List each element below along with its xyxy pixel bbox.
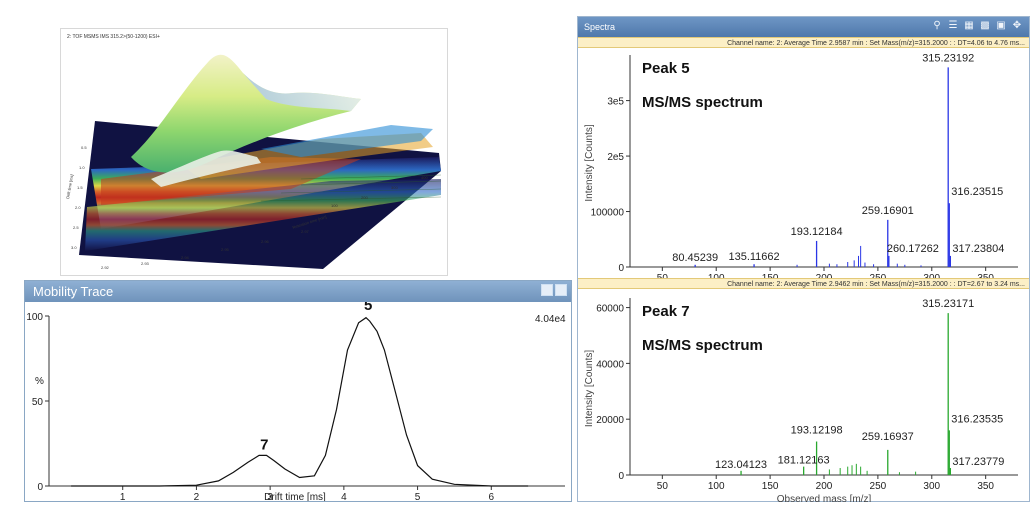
svg-text:2.92: 2.92	[101, 265, 110, 270]
x-tick-label: 300	[923, 481, 940, 492]
y-axis-title: Intensity [Counts]	[584, 350, 595, 427]
peak-label: 259.16901	[862, 205, 914, 217]
peak-label: 80.45239	[672, 252, 718, 264]
x-tick-label: 5	[415, 492, 421, 501]
peak-label: 315.23171	[922, 298, 974, 310]
spectra-window: Spectra ⚲ ☰ ▦ ▩ ▣ ✥ Channel name: 2: Ave…	[577, 16, 1030, 505]
x-tick-label: 150	[762, 481, 779, 492]
x-tick-label: 1	[120, 492, 126, 501]
svg-text:300: 300	[391, 185, 398, 190]
mobility-trace-chart: 1 2 3 4 5 6 0 50 100 % 4.04e4 5 7 Drift time [ms…	[26, 297, 566, 503]
peak-label: 315.23192	[922, 52, 974, 64]
restore-icon[interactable]	[555, 284, 567, 296]
x-tick-label: 50	[657, 481, 669, 492]
y-tick-label: 3e5	[607, 97, 624, 108]
list-icon[interactable]: ☰	[948, 20, 958, 31]
x-axis-title: Drift time [ms]	[264, 492, 326, 501]
svg-text:2.97: 2.97	[301, 229, 310, 234]
y-tick-label: 20000	[596, 415, 624, 426]
spectrum-peak7-chart: 50 100 150 200 250 300 350 0 20000 40000 60000 Inte…	[584, 298, 1018, 505]
table-icon[interactable]: ▦	[964, 20, 974, 31]
y-tick-label: 0	[37, 482, 43, 493]
peak-label: 317.23804	[952, 243, 1004, 255]
svg-text:0.5: 0.5	[81, 145, 87, 150]
spectrum-subtitle: MS/MS spectrum	[642, 337, 763, 354]
peak-5-label: 5	[364, 302, 372, 314]
svg-text:2.93: 2.93	[141, 261, 150, 266]
svg-text:1.0: 1.0	[79, 165, 85, 170]
peak-7-label: 7	[260, 436, 268, 453]
spectra-title: Spectra	[584, 22, 616, 32]
peak-label: 193.12198	[791, 425, 843, 437]
svg-text:200: 200	[361, 195, 368, 200]
peak-5-label-3d: 5	[323, 70, 331, 87]
x-axis-title: Observed mass [m/z]	[777, 494, 872, 502]
svg-text:2.5: 2.5	[73, 225, 79, 230]
y-tick-label: 0	[618, 263, 624, 274]
spectra-titlebar[interactable]: Spectra ⚲ ☰ ▦ ▩ ▣ ✥	[578, 17, 1029, 37]
peak-label: 123.04123	[715, 459, 767, 471]
spectrum-peak5: 50 100 150 200 250 300 350 0 100000 2e5 3e5 Intensi…	[578, 49, 1029, 284]
svg-text:100: 100	[331, 203, 338, 208]
y-tick-label: 40000	[596, 359, 624, 370]
move-icon[interactable]: ✥	[1012, 20, 1022, 31]
peak-label: 260.17262	[887, 243, 939, 255]
svg-text:400: 400	[421, 175, 428, 180]
y-tick-label: 0	[618, 471, 624, 482]
y-tick-label: 100000	[591, 208, 625, 219]
mobility-trace-title: Mobility Trace	[33, 284, 114, 299]
y-unit-label: %	[35, 376, 44, 387]
y-tick-label: 100	[26, 312, 43, 323]
spectrum-title: Peak 7	[642, 303, 690, 320]
spectrum-title: Peak 5	[642, 60, 690, 77]
svg-text:1.5: 1.5	[77, 185, 83, 190]
x-tick-label: 250	[870, 481, 887, 492]
x-tick-label: 6	[489, 492, 495, 501]
x-tick-label: 200	[816, 481, 833, 492]
peak-label: 193.12184	[791, 226, 843, 238]
base-peak-intensity: 4.04e4	[535, 314, 566, 325]
mobility-3d-plot: 2: TOF MSMS IMS 315.2>(50-1200) ESI+	[60, 28, 448, 276]
peak-label: 181.12163	[778, 455, 830, 467]
peak-label: 135.11662	[728, 251, 779, 263]
plot3d-caption: 2: TOF MSMS IMS 315.2>(50-1200) ESI+	[67, 34, 160, 40]
x-tick-label: 350	[977, 481, 994, 492]
svg-text:2.0: 2.0	[75, 205, 81, 210]
zoom-icon[interactable]: ⚲	[933, 20, 941, 31]
x-tick-label: 4	[341, 492, 347, 501]
x-tick-label: 100	[708, 481, 725, 492]
x-tick-label: 3	[267, 492, 273, 501]
spectrum-peak5-chart: 50 100 150 200 250 300 35001000002e53e5Intensi…	[584, 52, 1018, 284]
y-tick-label: 60000	[596, 304, 624, 315]
mobility-trace-line	[71, 316, 529, 487]
peak-7-label-3d: 7	[327, 120, 335, 137]
peak-label: 317.23779	[952, 456, 1004, 468]
svg-text:Drift time [ms]: Drift time [ms]	[65, 174, 74, 199]
svg-text:3.0: 3.0	[71, 245, 77, 250]
y-axis-title: Intensity [Counts]	[584, 124, 595, 201]
mobility-trace-window: Mobility Trace 1 2 3 4 5 6 0 50 100 % 4.04e4 5 7…	[24, 280, 572, 503]
svg-text:2.94: 2.94	[181, 255, 190, 260]
layout-icon[interactable]: ▣	[996, 20, 1006, 31]
y-tick-label: 2e5	[607, 152, 624, 163]
svg-text:2.96: 2.96	[261, 239, 270, 244]
y-tick-label: 50	[32, 397, 44, 408]
chart-icon[interactable]: ▩	[980, 20, 990, 31]
peak-label: 316.23535	[951, 413, 1003, 425]
spectrum-subtitle: MS/MS spectrum	[642, 94, 763, 111]
channel-header-peak7: Channel name: 2: Average Time 2.9462 min…	[578, 278, 1029, 289]
x-tick-label: 2	[194, 492, 200, 501]
channel-header-peak5: Channel name: 2: Average Time 2.9587 min…	[578, 37, 1029, 48]
minimize-icon[interactable]	[541, 284, 553, 296]
mobility-trace-titlebar[interactable]: Mobility Trace	[25, 281, 571, 302]
spectrum-peak7: 50 100 150 200 250 300 350 0 20000 40000 60000 Inte…	[578, 290, 1029, 505]
peak-label: 259.16937	[862, 431, 914, 443]
svg-text:2.95: 2.95	[221, 247, 230, 252]
mobility-3d-surface: 0.5 1.0 1.5 2.0 2.5 3.0 2.92 2.93 2.94 2.95 2.9…	[65, 54, 442, 270]
peak-label: 316.23515	[951, 186, 1003, 198]
